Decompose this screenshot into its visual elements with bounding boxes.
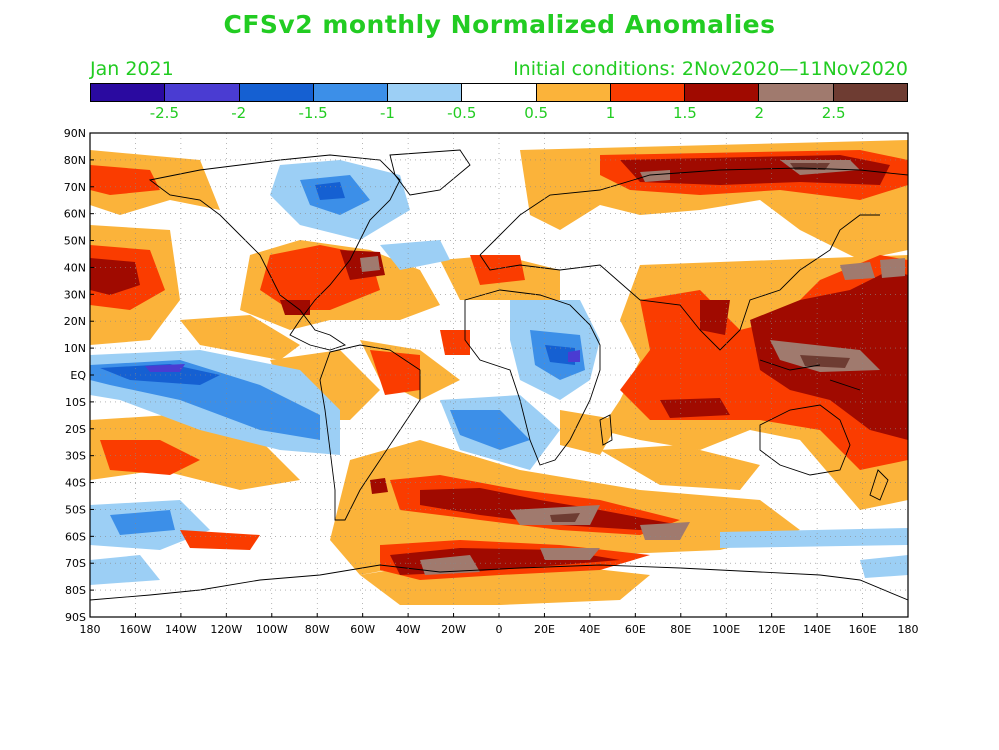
longitude-tick-label: 140E [803, 623, 831, 636]
colorbar-tick-label: 2 [754, 104, 765, 122]
south-america-outline [319, 344, 421, 521]
longitude-tick-label: 0 [496, 623, 503, 636]
latitude-ticks: 90N 80N 70N 60N 50N 40N 30N 20N 10N EQ 10S 20S 30S 40… [64, 127, 94, 624]
colorbar-segment [759, 84, 834, 101]
colorbar-tick-label: -2.5 [149, 104, 179, 122]
latitude-tick-label: 80N [64, 154, 86, 167]
longitude-ticks: 180 160W 140W 120W 100W 80W 60W 40W 20W 0 20E 40E 60… [80, 613, 919, 636]
longitude-tick-label: 80W [305, 623, 330, 636]
longitude-tick-label: 100E [712, 623, 740, 636]
anomaly-shading-dark-blue [100, 182, 575, 385]
longitude-tick-label: 60W [350, 623, 375, 636]
longitude-tick-label: 180 [80, 623, 101, 636]
latitude-tick-label: 90N [64, 127, 86, 140]
latitude-tick-label: EQ [70, 369, 86, 382]
madagascar-outline [599, 414, 613, 446]
latitude-tick-label: 40S [65, 477, 86, 490]
valid-month-label: Jan 2021 [90, 58, 174, 80]
longitude-tick-label: 60E [625, 623, 646, 636]
latitude-tick-label: 50N [64, 235, 86, 248]
antarctica-outline [90, 564, 908, 601]
latitude-tick-label: 20S [65, 423, 86, 436]
eurasia-south-outline [479, 214, 880, 351]
australia-outline [759, 404, 851, 476]
north-america-outline [148, 154, 401, 351]
colorbar-tick-label: 0.5 [524, 104, 549, 122]
longitude-tick-label: 160W [120, 623, 152, 636]
longitude-tick-label: 140W [165, 623, 197, 636]
longitude-tick-label: 120E [758, 623, 786, 636]
initial-conditions-label: Initial conditions: 2Nov2020—11Nov2020 [513, 58, 908, 80]
longitude-tick-label: 160E [849, 623, 877, 636]
longitude-tick-label: 120W [210, 623, 242, 636]
latitude-tick-label: 70S [65, 557, 86, 570]
latitude-tick-label: 40N [64, 261, 86, 274]
latitude-tick-label: 10N [64, 342, 86, 355]
colorbar-tick-label: -1.5 [298, 104, 328, 122]
anomaly-shading-purple [145, 350, 580, 372]
longitude-tick-label: 40E [579, 623, 600, 636]
colorbar-tick-label: -2 [231, 104, 247, 122]
eurasia-north-outline [479, 167, 908, 256]
colorbar-segment [239, 84, 314, 101]
longitude-tick-label: 20E [534, 623, 555, 636]
colorbar-segment [833, 84, 907, 101]
longitude-tick-label: 80E [670, 623, 691, 636]
colorbar-segment [388, 84, 463, 101]
coastlines [90, 149, 908, 601]
latitude-tick-label: 80S [65, 584, 86, 597]
indonesia-outline [759, 359, 821, 371]
latitude-tick-label: 90S [65, 611, 86, 624]
colorbar-tick-label: 2.5 [821, 104, 846, 122]
lat-lon-grid [90, 133, 908, 617]
latitude-tick-label: 60S [65, 530, 86, 543]
colorbar-segment [685, 84, 760, 101]
latitude-tick-label: 20N [64, 315, 86, 328]
greenland-outline [389, 149, 471, 196]
latitude-tick-label: 50S [65, 503, 86, 516]
colorbar-tick-label: 1.5 [672, 104, 697, 122]
latitude-tick-label: 60N [64, 208, 86, 221]
longitude-tick-label: 40W [396, 623, 421, 636]
latitude-tick-label: 30N [64, 288, 86, 301]
latitude-tick-label: 70N [64, 181, 86, 194]
colorbar-segment [313, 84, 389, 101]
colorbar [90, 83, 908, 102]
colorbar-segment [165, 84, 240, 101]
colorbar-segment [536, 84, 611, 101]
latitude-tick-label: 30S [65, 450, 86, 463]
latitude-tick-label: 10S [65, 396, 86, 409]
colorbar-segment [610, 84, 686, 101]
anomaly-shading-light-brown [360, 160, 905, 575]
anomaly-field [90, 133, 908, 617]
longitude-tick-label: 180 [898, 623, 919, 636]
longitude-tick-label: 100W [256, 623, 288, 636]
colorbar-tick-label: 1 [605, 104, 616, 122]
colorbar-segment [91, 84, 166, 101]
africa-outline [464, 289, 601, 466]
longitude-tick-label: 20W [441, 623, 466, 636]
map-title: CFSv2 monthly Normalized Anomalies [223, 10, 776, 39]
colorbar-tick-label: -0.5 [447, 104, 477, 122]
new-zealand-outline [869, 469, 889, 501]
colorbar-segment [462, 84, 537, 101]
colorbar-tick-label: -1 [379, 104, 395, 122]
new-guinea-outline [829, 379, 861, 391]
